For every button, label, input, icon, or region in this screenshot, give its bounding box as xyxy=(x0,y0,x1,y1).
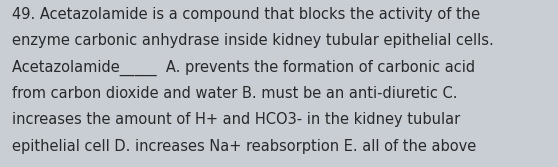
Text: 49. Acetazolamide is a compound that blocks the activity of the: 49. Acetazolamide is a compound that blo… xyxy=(12,7,480,22)
Text: epithelial cell D. increases Na+ reabsorption E. all of the above: epithelial cell D. increases Na+ reabsor… xyxy=(12,139,477,154)
Text: enzyme carbonic anhydrase inside kidney tubular epithelial cells.: enzyme carbonic anhydrase inside kidney … xyxy=(12,33,494,48)
Text: from carbon dioxide and water B. must be an anti-diuretic C.: from carbon dioxide and water B. must be… xyxy=(12,86,458,101)
Text: Acetazolamide_____  A. prevents the formation of carbonic acid: Acetazolamide_____ A. prevents the forma… xyxy=(12,59,475,76)
Text: increases the amount of H+ and HCO3- in the kidney tubular: increases the amount of H+ and HCO3- in … xyxy=(12,112,460,127)
